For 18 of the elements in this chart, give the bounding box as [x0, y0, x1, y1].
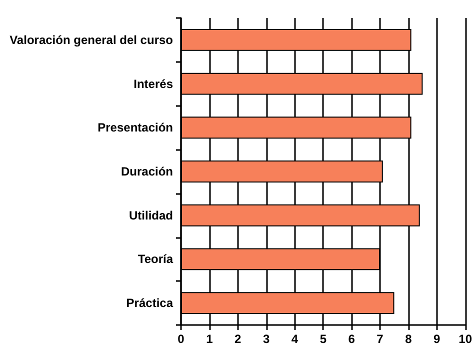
y-tick-label: Valoración general del curso — [10, 32, 173, 47]
y-tick-label: Presentación — [98, 120, 173, 135]
y-tick-label: Práctica — [126, 296, 174, 310]
y-tick-label: Duración — [120, 164, 173, 178]
x-tick-label: 10 — [458, 332, 472, 346]
x-tick-label: 8 — [405, 332, 412, 346]
y-tick-label: Teoría — [138, 252, 174, 266]
x-tick-label: 3 — [262, 332, 270, 346]
y-tick-label: Utilidad — [129, 208, 173, 222]
x-tick-label: 0 — [178, 332, 185, 346]
y-tick-label: Interés — [134, 76, 174, 91]
x-tick-label: 7 — [376, 332, 384, 346]
x-tick-label: 6 — [348, 332, 356, 346]
x-tick-label: 5 — [320, 332, 327, 346]
x-tick-label: 4 — [291, 332, 298, 346]
x-tick-label: 9 — [434, 332, 441, 346]
x-tick-label: 1 — [206, 332, 214, 346]
x-tick-label: 2 — [234, 332, 242, 346]
